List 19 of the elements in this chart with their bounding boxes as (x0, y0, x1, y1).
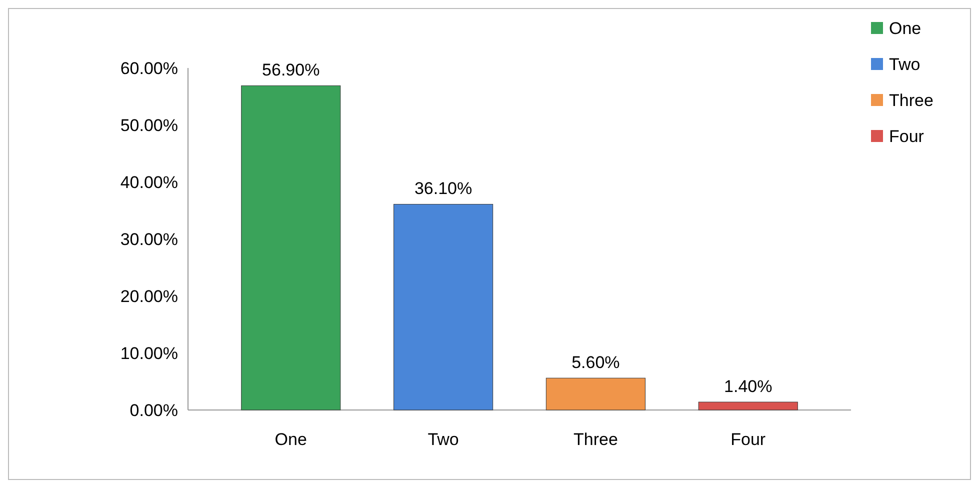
y-tick-label: 50.00% (120, 116, 178, 135)
legend-label: Two (889, 54, 920, 74)
x-tick-label: Three (573, 430, 618, 449)
data-label: 1.40% (724, 377, 772, 396)
y-tick-label: 10.00% (120, 344, 178, 363)
y-tick-label: 60.00% (120, 58, 178, 78)
data-label: 36.10% (414, 179, 472, 198)
legend-label: Four (889, 126, 924, 146)
x-tick-label: One (274, 430, 307, 449)
y-tick-label: 20.00% (120, 286, 178, 306)
y-tick-label: 40.00% (120, 172, 178, 192)
y-tick-label: 30.00% (120, 230, 178, 249)
x-tick-label: Two (428, 430, 459, 449)
data-label: 5.60% (572, 353, 620, 372)
x-tick-label: Four (730, 430, 766, 449)
legend-label: One (889, 18, 922, 38)
data-label: 56.90% (262, 60, 320, 80)
legend-label: Three (889, 90, 934, 110)
y-tick-label: 0.00% (130, 400, 178, 420)
